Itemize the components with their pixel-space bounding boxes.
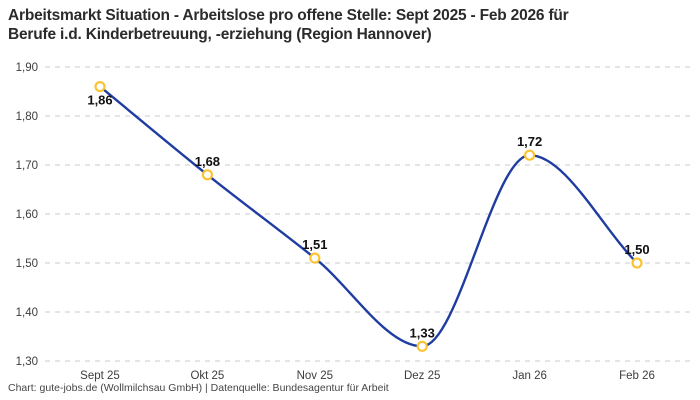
x-axis-tick-labels: Sept 25 Okt 25 Nov 25 Dez 25 Jan 26 Feb 26: [80, 370, 655, 382]
gridlines: [45, 66, 693, 362]
y-axis-tick-label: 1,40: [16, 307, 38, 319]
data-point-label: 1,50: [624, 242, 649, 257]
data-point-label: 1,33: [410, 325, 435, 340]
x-axis-tick-label: Nov 25: [297, 370, 333, 382]
data-point-label: 1,86: [87, 93, 112, 108]
data-point-marker: [309, 252, 321, 264]
chart-title-line2: Berufe i.d. Kinderbetreuung, -erziehung …: [8, 26, 432, 43]
data-point-markers: [94, 80, 643, 352]
trend-line: [98, 85, 639, 348]
data-point-label: 1,72: [517, 134, 542, 149]
data-point-marker: [631, 257, 643, 269]
data-point-marker: [416, 340, 428, 352]
x-axis-tick-label: Jan 26: [512, 370, 547, 382]
y-axis-tick-label: 1,80: [16, 111, 38, 123]
y-axis-tick-label: 1,70: [16, 160, 38, 172]
chart-title: Arbeitsmarkt Situation - Arbeitslose pro…: [8, 6, 696, 44]
chart-title-line1: Arbeitsmarkt Situation - Arbeitslose pro…: [8, 7, 569, 24]
y-axis-tick-labels: 1,90 1,80 1,70 1,60 1,50 1,40 1,30: [16, 62, 38, 368]
data-point-marker: [94, 80, 106, 93]
chart-footer-attribution: Chart: gute-jobs.de (Wollmilchsau GmbH) …: [8, 382, 389, 394]
y-axis-tick-label: 1,60: [16, 209, 38, 221]
line-chart-plot-area: 1,90 1,80 1,70 1,60 1,50 1,40 1,30 Sept 25 Okt 2…: [16, 62, 693, 382]
x-axis-tick-label: Okt 25: [190, 370, 224, 382]
y-axis-tick-label: 1,90: [16, 62, 38, 74]
y-axis-tick-label: 1,50: [16, 258, 38, 270]
x-axis-tick-label: Feb 26: [619, 370, 655, 382]
data-point-marker: [523, 149, 536, 161]
data-point-marker: [201, 169, 213, 181]
data-point-label: 1,68: [195, 154, 220, 169]
x-axis-tick-label: Sept 25: [80, 370, 120, 382]
data-point-label: 1,51: [302, 237, 327, 252]
y-axis-tick-label: 1,30: [16, 356, 38, 368]
data-point-labels: 1,86 1,68 1,51 1,33 1,72 1,50: [87, 93, 649, 341]
x-axis-tick-label: Dez 25: [404, 370, 440, 382]
